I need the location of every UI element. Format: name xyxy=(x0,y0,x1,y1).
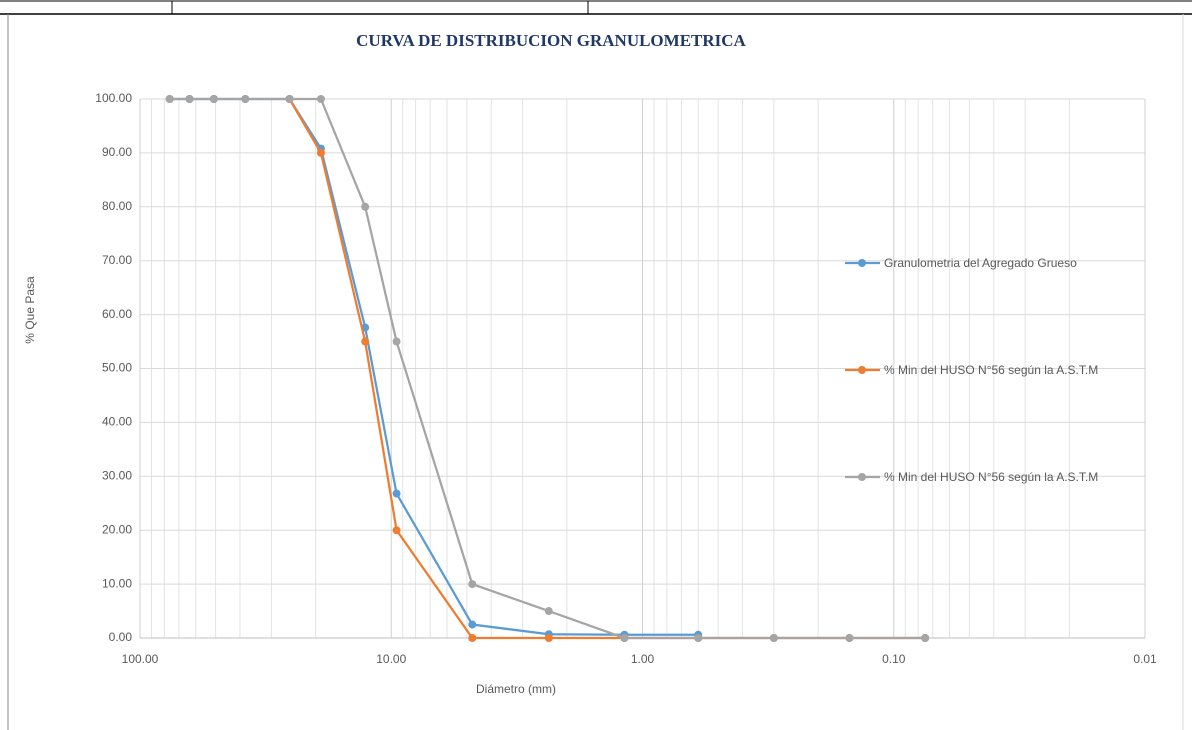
y-tick-label: 100.00 xyxy=(95,91,132,105)
data-point xyxy=(392,337,401,346)
data-point xyxy=(769,634,778,642)
data-point xyxy=(361,337,370,346)
data-point xyxy=(285,95,294,103)
data-point xyxy=(694,634,703,642)
x-tick-label: 100.00 xyxy=(122,652,159,666)
data-point xyxy=(468,620,477,629)
data-point xyxy=(361,202,370,211)
y-tick-label: 60.00 xyxy=(102,307,132,321)
x-tick-label: 0.01 xyxy=(1133,652,1157,666)
y-tick-label: 90.00 xyxy=(102,145,132,159)
x-axis-title: Diámetro (mm) xyxy=(476,682,556,696)
data-point xyxy=(620,634,629,642)
data-point xyxy=(165,95,174,103)
y-tick-label: 70.00 xyxy=(102,253,132,267)
y-tick-label: 40.00 xyxy=(102,415,132,429)
data-point xyxy=(921,634,930,642)
data-point xyxy=(185,95,194,103)
legend-label: Granulometria del Agregado Grueso xyxy=(884,256,1077,270)
data-point xyxy=(209,95,218,103)
legend-marker xyxy=(858,366,866,374)
x-tick-label: 0.10 xyxy=(882,652,906,666)
y-tick-label: 10.00 xyxy=(102,576,132,590)
y-tick-label: 50.00 xyxy=(102,361,132,375)
series-line xyxy=(169,97,699,636)
legend-marker xyxy=(858,259,866,267)
y-tick-label: 0.00 xyxy=(109,630,133,644)
grid xyxy=(139,98,1146,639)
data-point xyxy=(468,580,477,589)
x-tick-label: 1.00 xyxy=(631,652,655,666)
legend-label: % Min del HUSO N°56 según la A.S.T.M xyxy=(884,363,1099,377)
x-tick-label: 10.00 xyxy=(376,652,406,666)
y-axis-title: % Que Pasa xyxy=(23,276,37,344)
legend-label: % Min del HUSO N°56 según la A.S.T.M xyxy=(884,470,1099,484)
data-point xyxy=(392,526,401,535)
y-tick-label: 30.00 xyxy=(102,468,132,482)
data-point xyxy=(845,634,854,642)
data-point xyxy=(316,148,325,157)
data-point xyxy=(544,634,553,642)
y-tick-label: 20.00 xyxy=(102,522,132,536)
data-point xyxy=(468,634,477,642)
y-tick-label: 80.00 xyxy=(102,199,132,213)
data-point xyxy=(316,95,325,103)
chart-title: CURVA DE DISTRIBUCION GRANULOMETRICA xyxy=(356,31,746,50)
data-point xyxy=(241,95,250,103)
legend-marker xyxy=(858,473,866,481)
data-point xyxy=(392,489,401,498)
data-point xyxy=(544,607,553,616)
